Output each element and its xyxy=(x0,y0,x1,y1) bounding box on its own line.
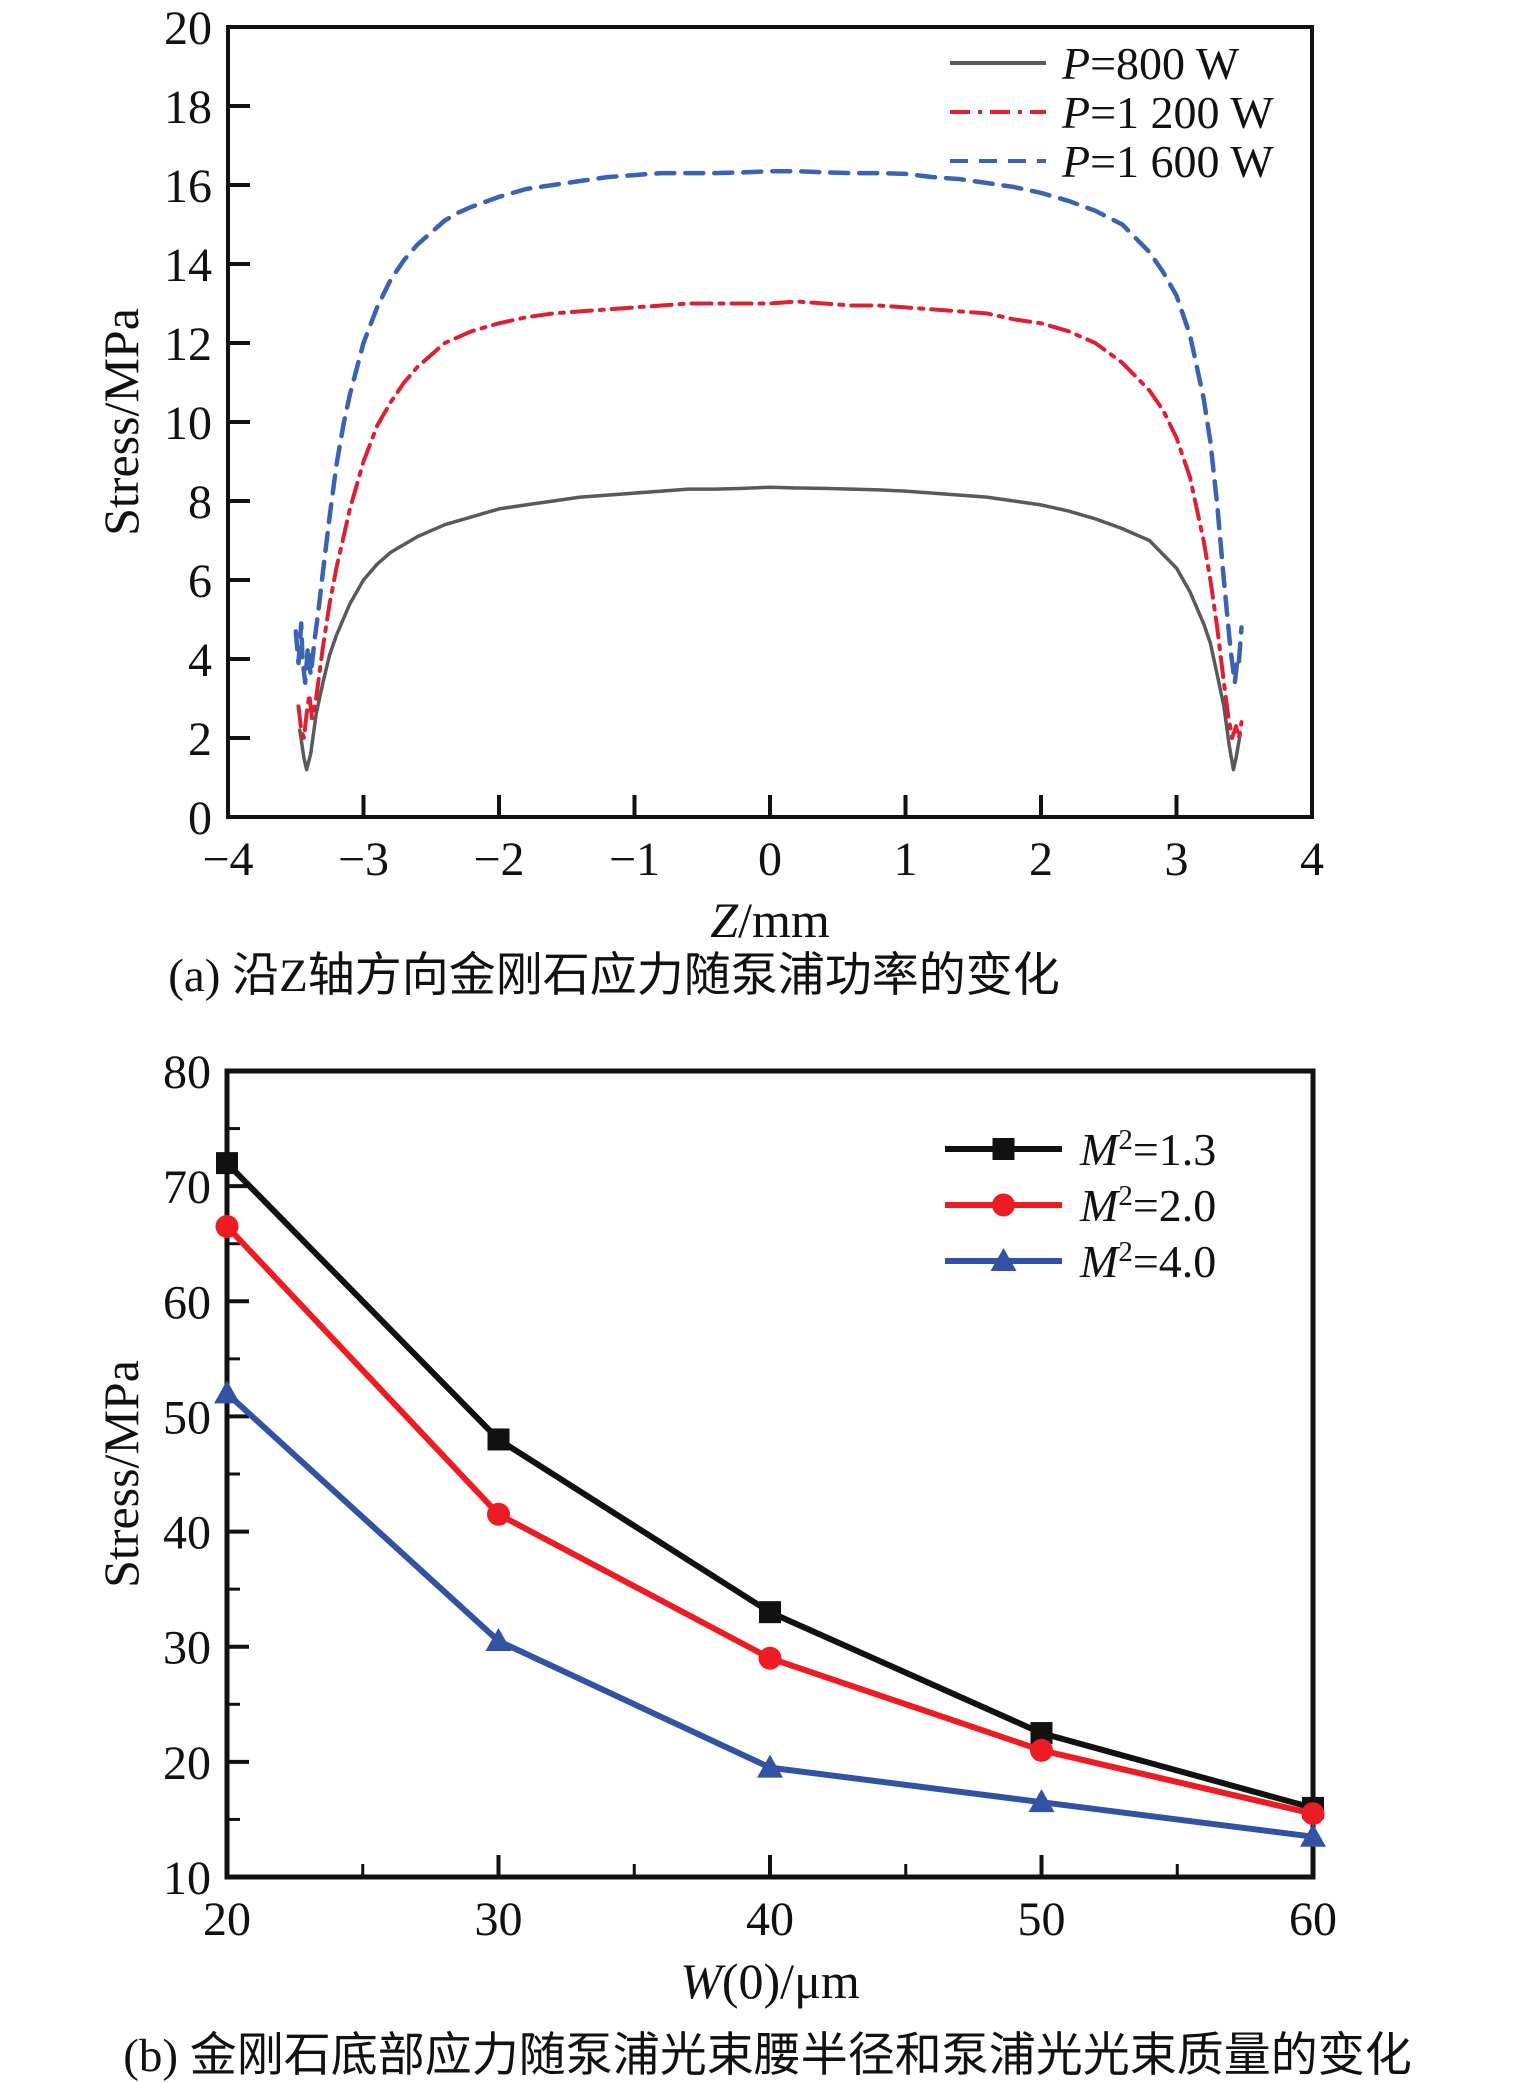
y-tick-label: 10 xyxy=(163,1852,211,1905)
x-tick-label: 20 xyxy=(203,1893,251,1946)
y-tick-label: 2 xyxy=(188,713,212,766)
legend-marker xyxy=(990,1248,1017,1271)
series-marker-b-2 xyxy=(757,1754,783,1778)
y-tick-label: 20 xyxy=(163,1737,211,1790)
legend-marker xyxy=(992,1193,1015,1217)
series-line-b-1 xyxy=(224,1223,1316,1817)
legend-label: P=1 600 W xyxy=(1061,136,1274,187)
y-tick-label: 10 xyxy=(164,397,212,450)
y-tick-label: 40 xyxy=(163,1507,211,1560)
y-tick-label: 70 xyxy=(163,1161,211,1214)
chart-a-canvas: −4 −3 −2 −1 0 1 2 3 402468101214161820Stress/MPa… xyxy=(93,2,1324,948)
series-marker-b-2 xyxy=(214,1380,240,1404)
series-marker-b-0 xyxy=(1030,1722,1053,1745)
chart-b-canvas: 20 30 40 50 601020304050607080Stress/MPaW(0)… xyxy=(93,1046,1337,2009)
chart-b-caption: (b) 金刚石底部应力随泵浦光束腰半径和泵浦光光束质量的变化 xyxy=(123,2030,1412,2082)
y-tick-label: 14 xyxy=(164,239,212,292)
x-tick-label: −1 xyxy=(609,833,660,886)
series-marker-b-2 xyxy=(1028,1789,1055,1813)
series-line-a-1 xyxy=(296,299,1244,740)
y-axis-label: Stress/MPa xyxy=(93,308,149,536)
y-tick-label: 12 xyxy=(164,318,212,371)
series-marker-b-1 xyxy=(758,1646,782,1670)
y-tick-label: 0 xyxy=(188,792,212,845)
y-tick-label: 8 xyxy=(188,476,212,529)
legend-label: P=800 W xyxy=(1061,38,1240,89)
legend-label: M2=1.3 xyxy=(1079,1124,1216,1175)
y-tick-label: 16 xyxy=(164,160,212,213)
legend-label: M2=2.0 xyxy=(1079,1180,1216,1231)
y-tick-label: 18 xyxy=(164,81,212,134)
y-axis-label: Stress/MPa xyxy=(93,1360,149,1588)
x-tick-label: 50 xyxy=(1018,1893,1066,1946)
x-tick-label: 60 xyxy=(1289,1893,1337,1946)
legend-marker xyxy=(992,1138,1015,1160)
series-marker-b-0 xyxy=(216,1152,238,1175)
legend-b: M2=1.3M2=2.0M2=4.0 xyxy=(945,1124,1216,1287)
legend-a: P=800 WP=1 200 WP=1 600 W xyxy=(950,38,1274,187)
y-tick-label: 30 xyxy=(163,1622,211,1675)
series-line-a-0 xyxy=(298,485,1242,772)
legend-label: M2=4.0 xyxy=(1079,1236,1216,1287)
chart-a-caption: (a) 沿Z轴方向金刚石应力随泵浦功率的变化 xyxy=(168,950,1060,1002)
y-tick-label: 4 xyxy=(188,634,212,687)
y-tick-label: 20 xyxy=(164,2,212,55)
chart-a: −4 −3 −2 −1 0 1 2 3 402468101214161820Stress/MPa… xyxy=(93,2,1324,948)
x-tick-label: 4 xyxy=(1300,833,1324,886)
series-marker-b-2 xyxy=(1300,1823,1326,1847)
x-tick-label: 0 xyxy=(758,833,782,886)
series-marker-b-1 xyxy=(215,1214,239,1238)
y-tick-label: 80 xyxy=(163,1046,211,1099)
legend-label: P=1 200 W xyxy=(1061,87,1274,138)
x-tick-label: −4 xyxy=(202,833,253,886)
x-tick-label: 2 xyxy=(1029,833,1053,886)
x-tick-label: −3 xyxy=(338,833,389,886)
series-marker-b-1 xyxy=(487,1502,510,1526)
y-tick-label: 50 xyxy=(163,1391,211,1444)
series-marker-b-0 xyxy=(759,1601,781,1624)
chart-b: 20 30 40 50 601020304050607080Stress/MPaW(0)… xyxy=(93,1046,1337,2009)
series-marker-b-1 xyxy=(1301,1802,1325,1826)
y-tick-label: 60 xyxy=(163,1276,211,1329)
x-axis-label: W(0)/μm xyxy=(680,1953,860,2009)
x-axis-label: Z/mm xyxy=(710,892,830,948)
x-tick-label: 1 xyxy=(894,833,918,886)
x-tick-label: 3 xyxy=(1165,833,1189,886)
series-marker-b-1 xyxy=(1030,1738,1053,1762)
series-marker-b-0 xyxy=(487,1428,510,1451)
x-tick-label: 30 xyxy=(475,1893,523,1946)
x-tick-label: 40 xyxy=(746,1893,794,1946)
series-line-a-2 xyxy=(293,168,1244,685)
series-marker-b-2 xyxy=(485,1627,512,1651)
x-tick-label: −2 xyxy=(473,833,524,886)
y-tick-label: 6 xyxy=(188,555,212,608)
